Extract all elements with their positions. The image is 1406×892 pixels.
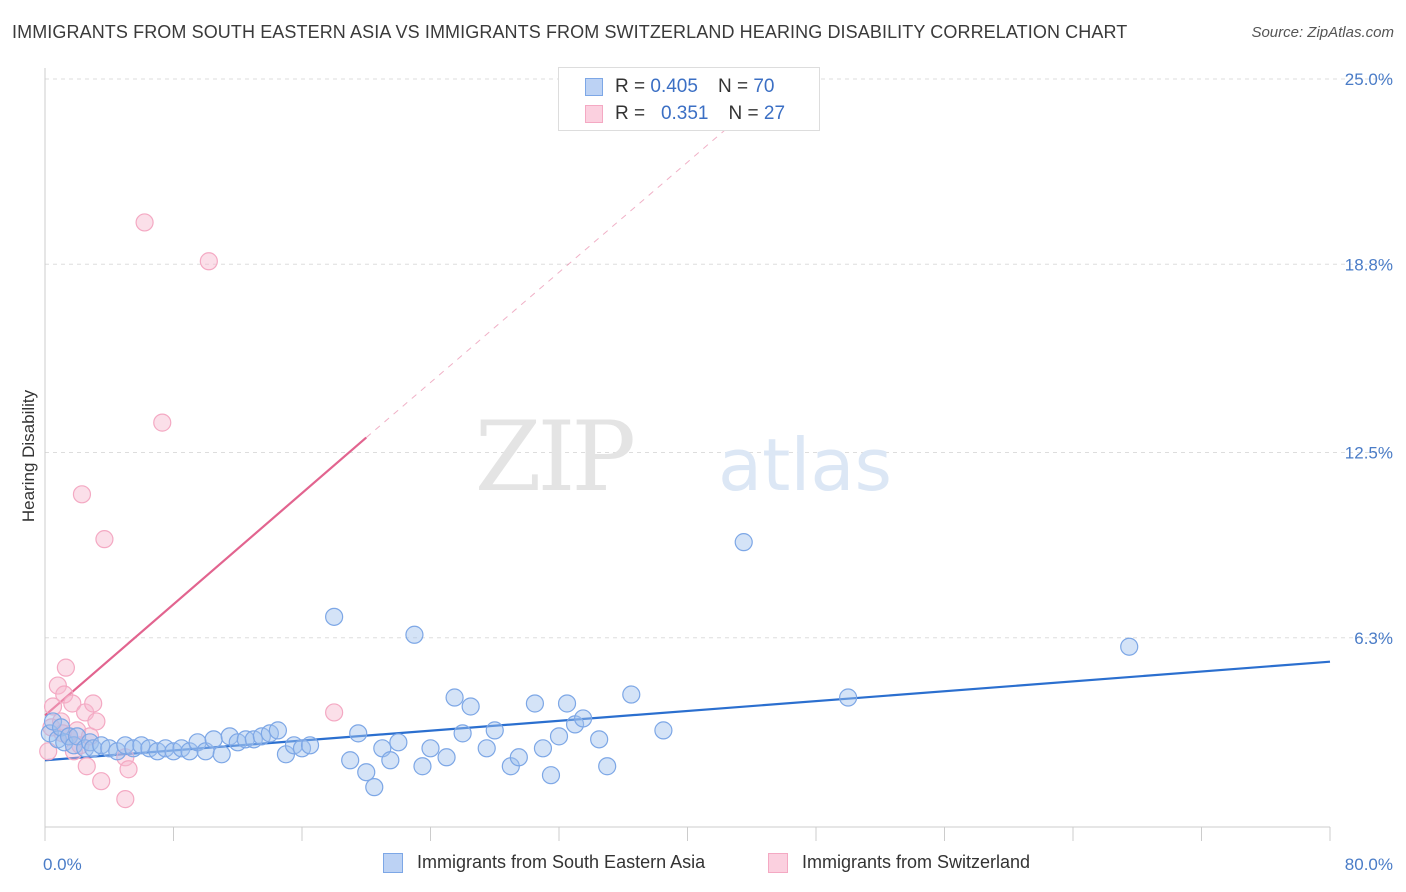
series-label-sea: Immigrants from South Eastern Asia [417,852,706,872]
point-swiss [43,697,63,716]
point-swiss [153,413,172,432]
legend-n-value: 27 [763,103,786,124]
series-label-swiss: Immigrants from Switzerland [802,852,1031,872]
series-legend: Immigrants from South Eastern Asia Immig… [0,852,1406,876]
point-sea [204,730,223,749]
legend-n-label: N = [728,103,759,124]
point-sea [268,721,288,740]
point-sea [509,748,528,767]
point-swiss [116,790,135,809]
correlation-legend: R = 0.405 N = 70 R = 0.351 N = 27 [558,67,820,131]
point-sea [525,694,545,713]
point-swiss [56,658,75,677]
series-legend-sea: Immigrants from South Eastern Asia [383,852,705,873]
point-swiss [72,485,92,504]
point-sea [341,751,360,770]
point-swiss [95,530,114,549]
point-sea [389,733,408,752]
point-sea [325,607,344,626]
watermark-atlas: atlas [718,423,892,507]
point-swiss [39,742,58,761]
legend-r-value: 0.405 [650,76,698,97]
point-swiss [325,703,344,722]
point-sea [413,757,432,776]
y-tick-label: 6.3% [1354,629,1393,648]
trend-line [44,436,367,717]
point-swiss [87,712,106,731]
point-swiss [135,213,154,232]
point-sea [437,748,456,767]
legend-r-label: R = [615,76,646,97]
data-points [39,213,1139,809]
point-swiss [48,676,67,695]
point-sea [485,721,504,740]
gridlines [45,78,1392,639]
point-sea [300,736,320,755]
legend-n-label: N = [717,76,749,97]
point-sea [349,724,368,743]
point-swiss [92,772,111,791]
point-sea [365,778,384,797]
point-sea [598,757,617,776]
point-sea [421,739,440,758]
tick-labels: 25.0% 18.8% 12.5% 6.3% 0.0% 80.0% [43,70,1393,874]
point-swiss [199,252,218,271]
point-sea [549,727,569,746]
watermark: ZIP atlas [475,401,892,513]
point-sea [533,739,553,758]
chart-title: IMMIGRANTS FROM SOUTH EASTERN ASIA VS IM… [12,22,1128,42]
point-sea [839,688,858,707]
legend-row-swiss: R = 0.351 N = 27 [585,102,785,126]
point-sea [541,766,561,785]
point-sea [654,721,673,740]
point-sea [405,625,424,644]
series-legend-swiss: Immigrants from Switzerland [768,852,1030,873]
legend-swatch-swiss [585,105,603,123]
point-sea [734,533,753,552]
x-tick-label: 0.0% [43,855,82,874]
y-tick-label: 25.0% [1345,70,1393,89]
point-swiss [77,757,96,776]
point-swiss [119,760,138,779]
point-sea [381,751,400,770]
source-credit: Source: ZipAtlas.com [1251,24,1394,41]
point-sea [477,739,496,758]
point-swiss [63,694,82,713]
legend-r-label: R = [615,103,646,124]
x-tick-label: 80.0% [1345,855,1393,874]
series-swatch-sea [383,852,403,873]
series-swatch-swiss [768,852,788,873]
point-sea [1120,637,1139,656]
trend-lines [44,120,1331,762]
point-sea [461,697,480,716]
point-swiss [84,694,103,713]
legend-n-value: 70 [753,76,775,97]
point-sea [590,730,609,749]
point-sea [573,709,593,728]
point-sea [557,694,577,713]
legend-r-value: 0.351 [660,103,709,124]
y-tick-label: 18.8% [1345,255,1393,274]
legend-row-sea: R = 0.405 N = 70 [585,75,774,99]
point-sea [212,745,231,764]
legend-swatch-sea [585,78,603,96]
point-sea [622,685,641,704]
trend-line-extension [365,120,737,438]
y-axis-label: Hearing Disability [19,389,38,522]
watermark-zip: ZIP [475,401,634,513]
point-sea [445,688,464,707]
y-tick-label: 12.5% [1345,444,1393,463]
point-sea [357,763,376,782]
point-sea [453,724,472,743]
axes [44,68,1331,841]
